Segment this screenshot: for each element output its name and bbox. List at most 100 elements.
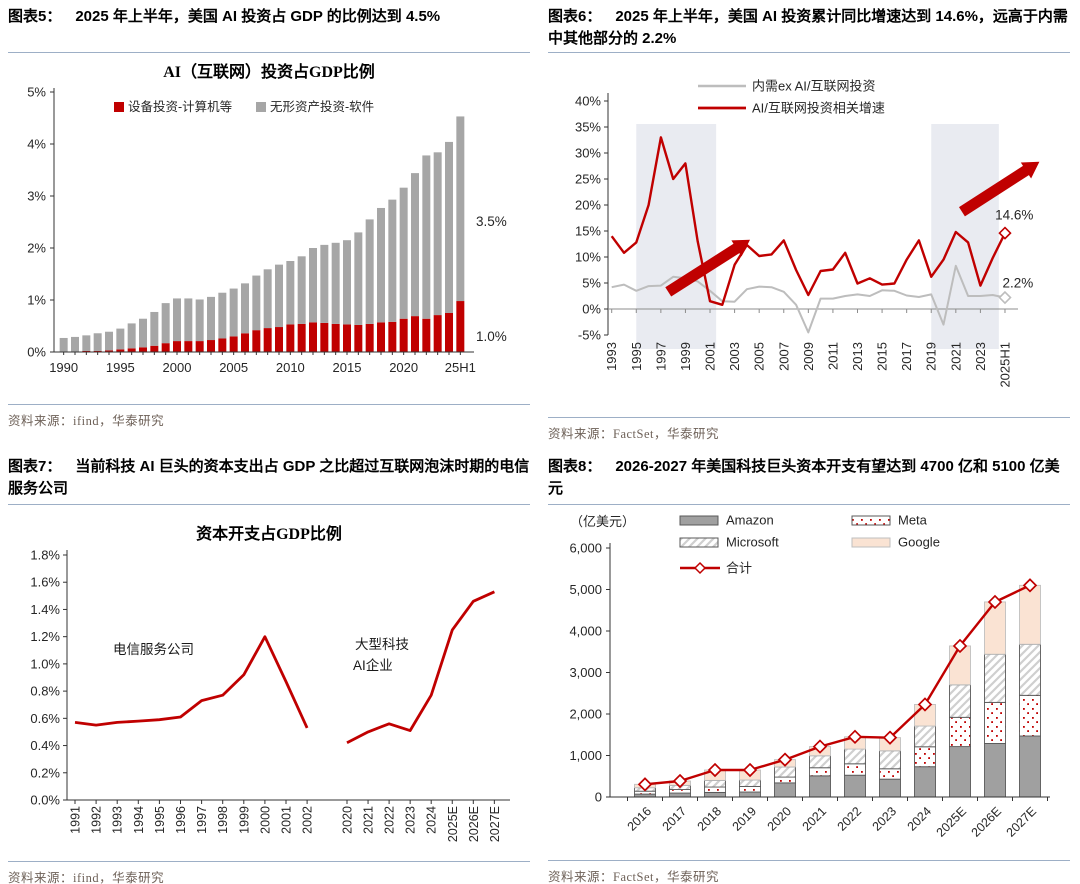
bar-segment bbox=[669, 789, 691, 794]
x-axis: 2016 2017 2018 2019 2020 2021 2022 2023 2024 2025… bbox=[610, 796, 1050, 840]
x-tick-label: 1995 bbox=[153, 806, 167, 834]
data-label: 3.5% bbox=[476, 214, 507, 229]
bar-segment bbox=[297, 323, 306, 352]
annotation: 电信服务公司 bbox=[113, 642, 194, 657]
series-line bbox=[611, 264, 1006, 334]
bar-segment bbox=[809, 767, 831, 777]
y-tick-label: 2% bbox=[27, 241, 46, 256]
y-tick-label: 0 bbox=[595, 790, 602, 805]
bar-segment bbox=[844, 774, 866, 798]
stacked-bars bbox=[634, 584, 1041, 798]
bar-segment bbox=[93, 333, 102, 351]
bar-segment bbox=[218, 338, 227, 352]
bar-segment bbox=[433, 152, 442, 316]
diamond-marker bbox=[1022, 578, 1038, 593]
legend-label: Microsoft bbox=[726, 535, 779, 550]
bar-segment bbox=[433, 315, 442, 352]
bar-segment bbox=[275, 264, 283, 328]
source-divider bbox=[8, 861, 530, 862]
fig8-source-block: 资料来源：FactSet，华泰研究 bbox=[548, 860, 1070, 884]
bar-segment bbox=[704, 786, 726, 793]
y-tick-label: 1,000 bbox=[569, 748, 602, 763]
y-tick-label: 1% bbox=[27, 293, 46, 308]
bar-segment bbox=[195, 341, 204, 352]
x-tick-label: 2009 bbox=[801, 342, 816, 371]
diamond-marker bbox=[847, 729, 863, 745]
y-tick-label: 1.8% bbox=[30, 548, 60, 563]
bar-segment bbox=[774, 782, 796, 798]
bar-segment bbox=[984, 653, 1006, 703]
bar-segment bbox=[127, 348, 136, 352]
y-tick-label: 1.4% bbox=[30, 602, 60, 617]
bar-segment bbox=[774, 766, 796, 778]
figure-5-title-text: 2025 年上半年，美国 AI 投资占 GDP 的比例达到 4.5% bbox=[75, 8, 441, 25]
bar-segment bbox=[82, 335, 91, 351]
bar-segment bbox=[207, 340, 215, 352]
bar-segment bbox=[456, 116, 465, 302]
legend-label: Amazon bbox=[726, 513, 774, 528]
bar-segment bbox=[241, 333, 249, 352]
x-tick-label: 2024 bbox=[425, 806, 439, 834]
bar-segment bbox=[82, 350, 91, 352]
bar-segment bbox=[71, 336, 79, 352]
bar-segment bbox=[377, 207, 385, 323]
bar-segment bbox=[844, 748, 866, 765]
figure-7-title: 图表7： 当前科技 AI 巨头的资本支出占 GDP 之比超过互联网泡沫时期的电信服… bbox=[8, 456, 530, 500]
stacked-bars bbox=[59, 116, 465, 352]
bar-segment bbox=[297, 256, 306, 324]
legend-label: Google bbox=[898, 535, 940, 550]
fig6-chart: 40% 35% 30% 25% 20% 15% 10% 5% 0% -5%1993 1995 1997… bbox=[575, 79, 1040, 388]
bar-segment bbox=[388, 321, 397, 352]
y-tick-label: 0.2% bbox=[30, 765, 60, 780]
y-tick-label: 30% bbox=[575, 146, 601, 161]
bar-segment bbox=[139, 318, 147, 348]
highlight-bands bbox=[636, 124, 999, 349]
diamond-marker bbox=[987, 594, 1003, 610]
x-tick-label: 1990 bbox=[49, 360, 78, 375]
bar-segment bbox=[1019, 694, 1041, 737]
diamond-marker bbox=[672, 773, 688, 789]
legend: （亿美元） Amazon Microsoft Meta Google 合计 bbox=[570, 513, 940, 576]
bar-segment bbox=[739, 785, 761, 793]
x-tick-label: 2003 bbox=[727, 342, 742, 371]
x-tick-label: 1996 bbox=[174, 806, 188, 834]
data-label: 14.6% bbox=[995, 208, 1033, 223]
bar-segment bbox=[365, 219, 374, 324]
bar-segment bbox=[809, 755, 831, 769]
x-tick-label: 2025E bbox=[934, 804, 969, 839]
bar-segment bbox=[184, 341, 193, 352]
bar-segment bbox=[116, 328, 125, 350]
fig8-source: 资料来源：FactSet，华泰研究 bbox=[548, 870, 719, 884]
x-tick-label: 2019 bbox=[730, 804, 760, 834]
legend-label: 合计 bbox=[726, 561, 752, 576]
bar-segment bbox=[161, 343, 170, 352]
x-tick-label: 2011 bbox=[825, 342, 840, 370]
y-tick-label: 2,000 bbox=[569, 707, 602, 722]
bar-segment bbox=[320, 322, 329, 352]
x-axis: 1993 1995 1997 1999 2001 2003 2005 2007 2009 2011… bbox=[604, 308, 1018, 388]
x-tick-label: 2005 bbox=[752, 342, 767, 371]
fig5-chart-title: AI（互联网）投资占GDP比例 bbox=[163, 64, 375, 81]
bar-segment bbox=[984, 743, 1006, 798]
bar-segment bbox=[229, 336, 238, 352]
x-tick-label: 2027E bbox=[488, 806, 502, 842]
x-tick-label: 1997 bbox=[653, 342, 668, 371]
unit-label: （亿美元） bbox=[570, 514, 635, 529]
y-tick-label: 1.0% bbox=[30, 656, 60, 671]
bar-segment bbox=[456, 301, 465, 352]
bar-segment bbox=[1019, 643, 1041, 696]
bar-segment bbox=[844, 763, 866, 776]
bar-segment bbox=[809, 775, 831, 798]
bar-segment bbox=[116, 349, 125, 352]
bar-segment bbox=[161, 303, 170, 344]
legend: 设备投资-计算机等 无形资产投资-软件 bbox=[114, 99, 374, 114]
y-tick-label: 0.6% bbox=[30, 711, 60, 726]
legend-label: 无形资产投资-软件 bbox=[270, 99, 374, 114]
total-line bbox=[637, 578, 1038, 792]
bar-segment bbox=[275, 327, 283, 352]
y-tick-label: 4,000 bbox=[569, 624, 602, 639]
x-tick-label: 2010 bbox=[276, 360, 305, 375]
x-tick-label: 1993 bbox=[111, 806, 125, 834]
bar-segment bbox=[331, 242, 340, 324]
